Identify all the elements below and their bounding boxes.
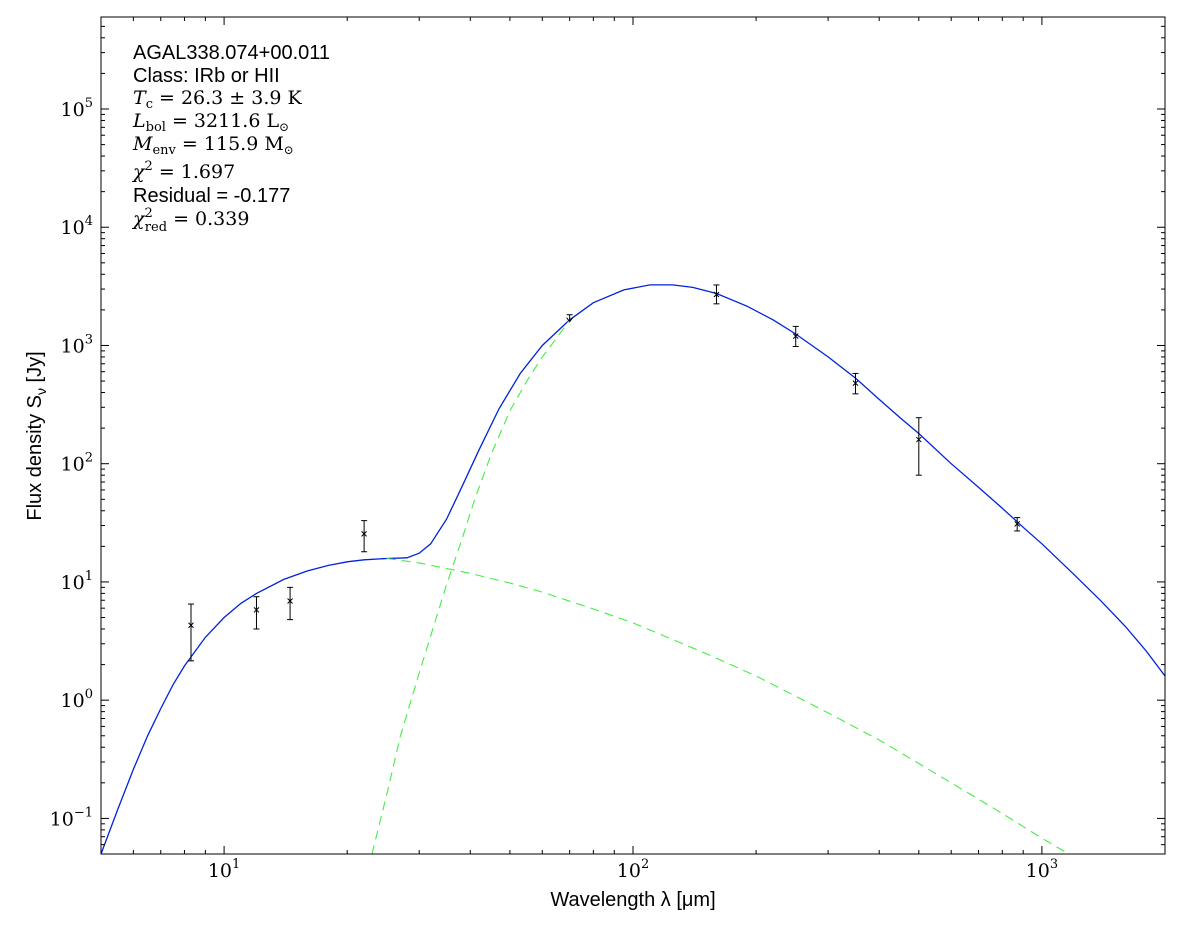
x-tick-label: 101 [208,857,240,882]
x-marker [915,436,922,443]
x-marker [792,333,799,339]
chi2red-text: χ2 red = 0.339 [131,206,249,235]
upper-limit-marker [566,317,574,323]
y-axis-label-unit: [Jy] [24,351,46,388]
lbol-text: Lbol = 3211.6 L⊙ [132,110,289,135]
chi2-text: χ2 = 1.697 [131,159,235,183]
data-point [566,314,574,323]
data-point [253,596,260,630]
menv-text: Menv = 115.9 M⊙ [132,133,294,158]
x-marker [188,622,194,629]
y-tick-label: 102 [61,451,93,476]
axis-tick-labels: 101 102 103 10−1 100 101 102 103 104 105 [50,96,1059,882]
y-tick-label: 104 [61,214,93,239]
x-marker [1014,520,1021,527]
y-tick-label: 100 [61,687,93,712]
y-axis-label-main: Flux density S [24,395,46,521]
annotation-block: AGAL338.074+00.011 Class: IRb or HII Tc … [131,42,330,235]
y-axis-label-sub: ν [33,388,49,395]
class-text: Class: IRb or HII [133,65,280,87]
residual-text: Residual = -0.177 [133,185,290,207]
data-point [792,325,799,348]
component-line-1 [386,557,1070,854]
y-axis-label: Flux density Sν [Jy] [24,351,49,520]
data-point [713,284,720,305]
data-point [1014,517,1021,532]
data-point [852,372,859,395]
x-marker [713,291,720,298]
y-tick-label: 101 [61,569,93,594]
data-point [915,417,922,476]
series-layer [101,284,1165,854]
data-point [188,603,195,662]
y-tick-label: 103 [61,332,93,357]
axis-ticks [100,16,1166,855]
component-line-2 [371,319,571,854]
x-marker [253,607,260,613]
y-tick-label: 105 [61,96,93,121]
x-marker [287,598,293,604]
data-points-layer [188,284,1021,662]
x-marker [361,531,367,537]
x-axis-label: Wavelength λ [μm] [550,889,715,911]
tc-text: Tc = 26.3 ± 3.9 K [133,87,303,112]
total-fit-line [101,284,1165,854]
source-name: AGAL338.074+00.011 [133,42,330,64]
y-tick-label: 10−1 [50,805,93,830]
data-point [287,586,294,621]
x-marker [852,380,859,387]
x-tick-label: 102 [617,857,649,882]
data-point [361,520,368,553]
x-tick-label: 103 [1026,857,1058,882]
